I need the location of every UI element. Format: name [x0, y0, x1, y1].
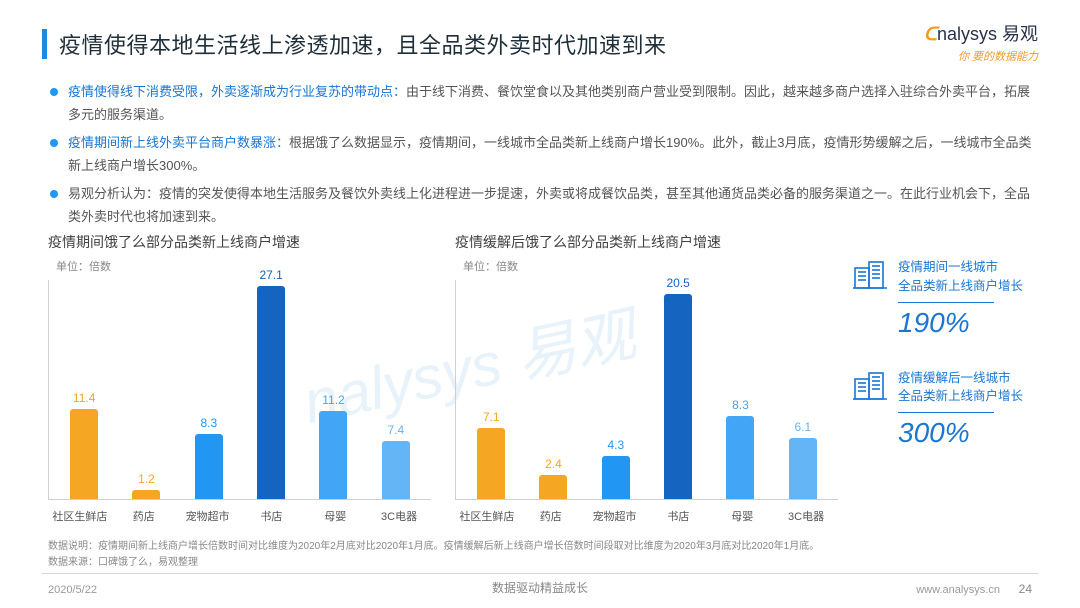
- bar-value-label: 11.4: [73, 391, 95, 405]
- chart-title: 疫情缓解后饿了么部分品类新上线商户增速: [455, 232, 838, 252]
- bar-wrap: 7.4: [365, 423, 427, 499]
- data-source: 数据来源：口碑饿了么，易观整理: [48, 553, 198, 568]
- x-tick-label: 社区生鲜店: [455, 508, 519, 524]
- x-tick-label: 母婴: [303, 508, 367, 524]
- chart-plot: 11.41.28.327.111.27.4: [48, 280, 431, 500]
- bar-wrap: 11.2: [302, 393, 364, 499]
- x-tick-label: 宠物超市: [583, 508, 647, 524]
- x-tick-label: 药店: [519, 508, 583, 524]
- charts-row: 疫情期间饿了么部分品类新上线商户增速 单位：倍数 11.41.28.327.11…: [48, 232, 838, 524]
- stat-text-line2: 全品类新上线商户增长: [898, 387, 1032, 406]
- chart-right: 疫情缓解后饿了么部分品类新上线商户增速 单位：倍数 7.12.44.320.58…: [455, 232, 838, 524]
- bar-wrap: 6.1: [772, 420, 834, 499]
- bar-wrap: 7.1: [460, 410, 522, 499]
- chart-title: 疫情期间饿了么部分品类新上线商户增速: [48, 232, 431, 252]
- bar-wrap: 4.3: [585, 438, 647, 499]
- bar-value-label: 8.3: [732, 398, 749, 412]
- bar-wrap: 8.3: [709, 398, 771, 499]
- x-tick-label: 母婴: [710, 508, 774, 524]
- header-accent-bar: [42, 29, 47, 59]
- bar: [132, 490, 160, 499]
- stat-value: 300%: [898, 412, 994, 449]
- bar: [602, 456, 630, 499]
- bar: [539, 475, 567, 499]
- bar: [70, 409, 98, 499]
- bullet-lead: 疫情使得线下消费受限，外卖逐渐成为行业复苏的带动点：: [68, 84, 406, 99]
- stat-text-line2: 全品类新上线商户增长: [898, 277, 1032, 296]
- bar-wrap: 8.3: [178, 416, 240, 499]
- bullet-item: 易观分析认为：疫情的突发使得本地生活服务及餐饮外卖线上化进程进一步提速，外卖或将…: [48, 182, 1032, 229]
- bullet-list: 疫情使得线下消费受限，外卖逐渐成为行业复苏的带动点：由于线下消费、餐饮堂食以及其…: [48, 80, 1032, 232]
- x-tick-label: 宠物超市: [176, 508, 240, 524]
- x-tick-label: 3C电器: [774, 508, 838, 524]
- bar-value-label: 8.3: [200, 416, 217, 430]
- bars-container: 11.41.28.327.111.27.4: [49, 280, 431, 499]
- bar: [726, 416, 754, 499]
- x-tick-label: 社区生鲜店: [48, 508, 112, 524]
- bar-wrap: 2.4: [522, 457, 584, 499]
- bullet-text: 易观分析认为：疫情的突发使得本地生活服务及餐饮外卖线上化进程进一步提速，外卖或将…: [68, 186, 1030, 224]
- bar-wrap: 20.5: [647, 276, 709, 499]
- bar: [195, 434, 223, 499]
- footer-divider: [42, 573, 1038, 574]
- bar-value-label: 11.2: [322, 393, 344, 407]
- bar-value-label: 2.4: [545, 457, 562, 471]
- stat-column: 疫情期间一线城市 全品类新上线商户增长 190% 疫情缓解后一线城市 全品类新上…: [852, 258, 1032, 479]
- bar-value-label: 27.1: [259, 268, 282, 282]
- bar-value-label: 6.1: [794, 420, 811, 434]
- stat-value: 190%: [898, 302, 994, 339]
- bar-wrap: 11.4: [53, 391, 115, 499]
- footnote: 数据说明：疫情期间新上线商户增长倍数时间对比维度为2020年2月底对比2020年…: [48, 537, 819, 552]
- bar-wrap: 27.1: [240, 268, 302, 499]
- chart-left: 疫情期间饿了么部分品类新上线商户增速 单位：倍数 11.41.28.327.11…: [48, 232, 431, 524]
- page-number: 24: [1019, 582, 1032, 596]
- bullet-item: 疫情使得线下消费受限，外卖逐渐成为行业复苏的带动点：由于线下消费、餐饮堂食以及其…: [48, 80, 1032, 127]
- stat-text-line1: 疫情缓解后一线城市: [898, 369, 1032, 388]
- bars-container: 7.12.44.320.58.36.1: [456, 280, 838, 499]
- stat-box: 疫情缓解后一线城市 全品类新上线商户增长 300%: [852, 369, 1032, 450]
- bar: [257, 286, 285, 499]
- x-tick-label: 书店: [646, 508, 710, 524]
- bar-wrap: 1.2: [115, 472, 177, 499]
- x-axis-labels: 社区生鲜店药店宠物超市书店母婴3C电器: [48, 508, 431, 524]
- stat-text-line1: 疫情期间一线城市: [898, 258, 1032, 277]
- bullet-item: 疫情期间新上线外卖平台商户数暴涨：根据饿了么数据显示，疫情期间，一线城市全品类新…: [48, 131, 1032, 178]
- bar-value-label: 20.5: [666, 276, 689, 290]
- x-tick-label: 3C电器: [367, 508, 431, 524]
- bullet-lead: 疫情期间新上线外卖平台商户数暴涨：: [68, 135, 289, 150]
- x-axis-labels: 社区生鲜店药店宠物超市书店母婴3C电器: [455, 508, 838, 524]
- building-icon: [852, 260, 888, 290]
- bar-value-label: 7.1: [483, 410, 500, 424]
- stat-box: 疫情期间一线城市 全品类新上线商户增长 190%: [852, 258, 1032, 339]
- chart-unit: 单位：倍数: [463, 258, 846, 274]
- bar: [382, 441, 410, 499]
- x-tick-label: 药店: [112, 508, 176, 524]
- slide-title: 疫情使得本地生活线上渗透加速，且全品类外卖时代加速到来: [59, 28, 667, 60]
- x-tick-label: 书店: [239, 508, 303, 524]
- bar-value-label: 4.3: [607, 438, 624, 452]
- chart-plot: 7.12.44.320.58.36.1: [455, 280, 838, 500]
- bar: [319, 411, 347, 499]
- bar: [477, 428, 505, 499]
- footer-url: www.analysys.cn: [916, 584, 1000, 596]
- bar: [664, 294, 692, 499]
- bar: [789, 438, 817, 499]
- bar-value-label: 7.4: [387, 423, 404, 437]
- bar-value-label: 1.2: [138, 472, 155, 486]
- slide-header: 疫情使得本地生活线上渗透加速，且全品类外卖时代加速到来: [42, 28, 1038, 60]
- building-icon: [852, 371, 888, 401]
